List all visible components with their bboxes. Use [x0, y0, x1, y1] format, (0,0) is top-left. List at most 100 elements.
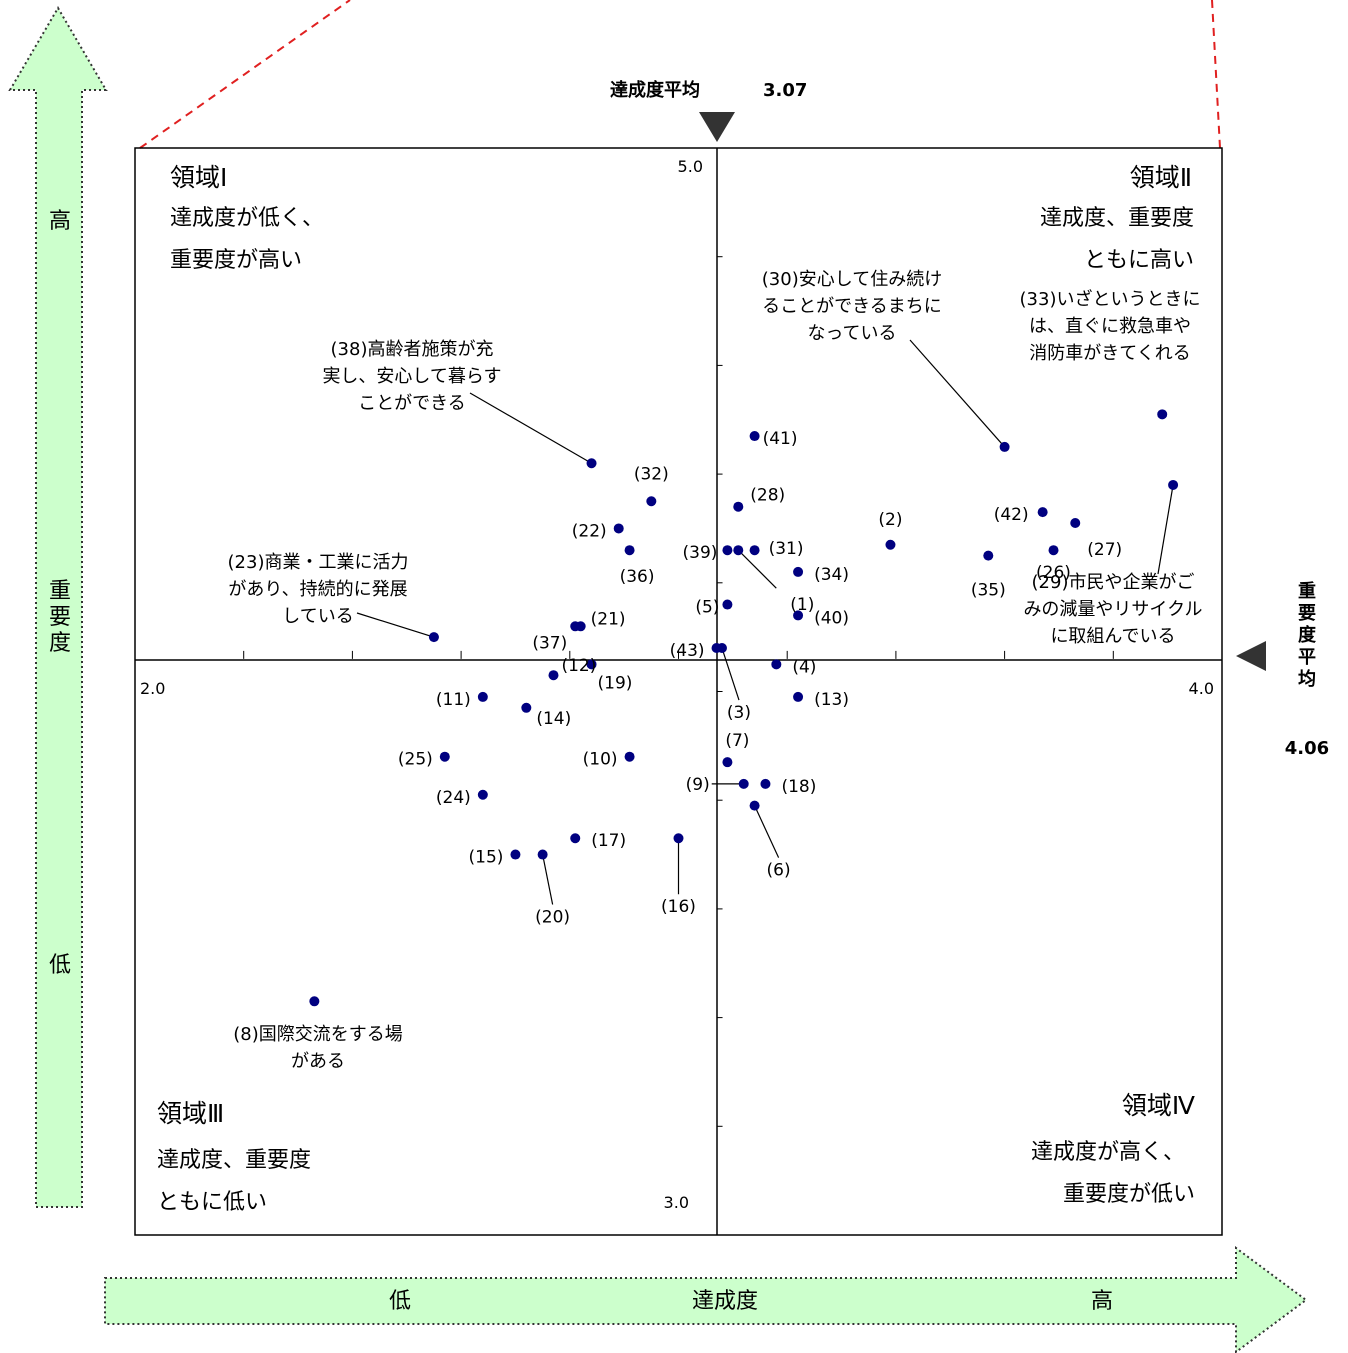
- q4-line1: 達成度が高く、: [1031, 1140, 1185, 1165]
- point-label: に取組んでいる: [1050, 626, 1175, 647]
- data-point: [722, 545, 733, 556]
- q4-title: 領域Ⅳ: [1122, 1091, 1195, 1120]
- data-point: [722, 757, 733, 768]
- point-label: 実し、安心して暮らす: [322, 366, 501, 387]
- point-label: (12): [561, 656, 596, 676]
- point-label: (6): [767, 861, 791, 881]
- data-point: [510, 849, 521, 860]
- point-label: は、直ぐに救急車や: [1029, 316, 1191, 337]
- point-label: (10): [583, 750, 618, 770]
- point-label: している: [282, 606, 353, 627]
- point-label: (24): [436, 788, 471, 808]
- point-label: (22): [572, 521, 607, 541]
- q3-title: 領域Ⅲ: [157, 1099, 224, 1128]
- x-average-value: 3.07: [763, 80, 807, 101]
- data-point: [537, 849, 548, 860]
- data-point: [793, 691, 804, 702]
- data-point: [1157, 409, 1168, 420]
- point-label: (18): [781, 777, 816, 797]
- data-points: [309, 409, 1179, 1007]
- data-point: [586, 659, 597, 670]
- point-label: (23)商業・工業に活力: [228, 552, 409, 573]
- data-point: [548, 670, 559, 681]
- point-label: (37): [532, 633, 567, 653]
- point-label: (14): [536, 709, 571, 729]
- y-average-char-2: 要: [1298, 603, 1316, 624]
- y-tick-max: 5.0: [678, 157, 703, 176]
- data-point: [722, 599, 733, 610]
- leader-line: [469, 392, 592, 464]
- data-point: [793, 566, 804, 577]
- y-axis-title-char-1: 重: [49, 579, 71, 604]
- data-point: [983, 550, 994, 561]
- data-point: [521, 702, 532, 713]
- y-average-value: 4.06: [1285, 738, 1329, 759]
- point-label: (16): [661, 897, 696, 917]
- point-label: (29)市民や企業がご: [1032, 572, 1195, 593]
- data-point: [1048, 545, 1059, 556]
- point-label: (38)高齢者施策が充: [331, 339, 494, 360]
- x-axis-title: 達成度: [692, 1289, 758, 1314]
- achievement-arrow: [104, 1246, 1308, 1353]
- leader-lines: [356, 339, 1174, 905]
- data-point: [646, 496, 657, 507]
- leader-line: [721, 647, 740, 701]
- importance-arrow: [8, 6, 108, 1208]
- data-point: [771, 659, 782, 670]
- point-label: (17): [591, 831, 626, 851]
- q2-title: 領域Ⅱ: [1130, 163, 1192, 192]
- point-label: (36): [620, 567, 655, 587]
- point-label: (15): [469, 848, 504, 868]
- data-point: [1037, 507, 1048, 518]
- point-label: (20): [535, 908, 570, 928]
- data-point: [1070, 518, 1081, 529]
- point-label: ことができる: [358, 393, 466, 414]
- leader-line: [542, 854, 554, 905]
- point-label: (34): [814, 565, 849, 585]
- point-label: (35): [971, 581, 1006, 601]
- data-point: [885, 539, 896, 550]
- y-tick-min: 3.0: [664, 1193, 689, 1212]
- point-label: (40): [814, 608, 849, 628]
- leader-line: [909, 339, 1006, 448]
- data-point: [477, 691, 488, 702]
- q1-title: 領域Ⅰ: [170, 163, 227, 192]
- data-point: [624, 751, 635, 762]
- q1-line2: 重要度が高い: [170, 248, 302, 273]
- data-point: [309, 996, 320, 1007]
- point-label: 消防車がきてくれる: [1029, 343, 1190, 364]
- point-label: (28): [750, 486, 785, 506]
- point-label: (4): [792, 657, 816, 677]
- point-label: (19): [598, 673, 633, 693]
- leader-line: [356, 612, 435, 638]
- left-dashed-guide: [139, 0, 351, 149]
- y-axis-title-char-2: 要: [49, 605, 71, 630]
- y-average-char-4: 平: [1298, 647, 1316, 668]
- q1-line1: 達成度が低く、: [170, 206, 324, 231]
- q3-line1: 達成度、重要度: [157, 1148, 311, 1173]
- point-label: (30)安心して住み続け: [762, 269, 942, 290]
- point-label: (8)国際交流をする場: [233, 1024, 403, 1045]
- point-label: (33)いざというときに: [1020, 288, 1201, 310]
- point-label: (3): [727, 703, 751, 723]
- data-point: [477, 789, 488, 800]
- y-low-label: 低: [49, 953, 71, 978]
- y-average-char-1: 重: [1298, 580, 1316, 602]
- point-label: (1): [790, 595, 814, 615]
- data-point: [439, 751, 450, 762]
- data-point: [733, 501, 744, 512]
- q2-line2: ともに高い: [1084, 248, 1194, 273]
- data-point: [613, 523, 624, 534]
- leader-line: [737, 549, 777, 589]
- point-label: (2): [878, 510, 902, 530]
- y-axis-title-char-3: 度: [49, 631, 71, 656]
- point-label: (43): [670, 641, 705, 661]
- data-point: [570, 621, 581, 632]
- data-point: [793, 610, 804, 621]
- y-high-label: 高: [49, 209, 71, 234]
- point-label: (27): [1087, 540, 1122, 560]
- data-point: [586, 458, 597, 469]
- data-point: [749, 431, 760, 442]
- point-label: (7): [725, 731, 749, 751]
- q2-line1: 達成度、重要度: [1040, 206, 1194, 231]
